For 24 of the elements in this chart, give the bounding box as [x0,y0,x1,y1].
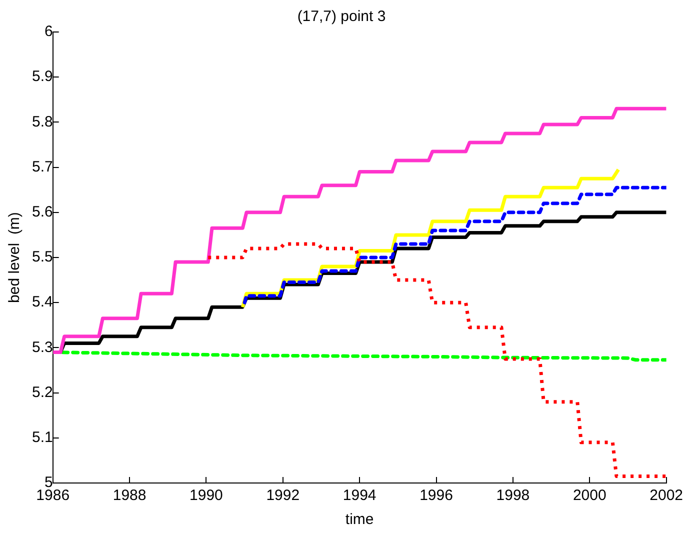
y-tick-label: 6 [44,23,53,40]
y-tick-label: 5.7 [32,158,53,176]
x-tick-label: 1990 [190,487,223,504]
x-axis-title: time [345,511,374,528]
y-axis-title: bed level (m) [6,212,24,303]
y-tick-label: 5.3 [32,338,53,356]
x-tick-label: 2002 [650,487,684,504]
y-tick-label: 5.4 [32,294,53,311]
x-tick-label: 1998 [496,487,530,504]
x-tick-label: 2000 [572,487,606,504]
chart-title: (17,7) point 3 [297,8,386,26]
x-tick-label: 1994 [342,487,376,504]
x-tick-label: 1992 [266,487,300,504]
y-tick-label: 5.9 [32,68,53,86]
x-tick-label: 1996 [420,487,453,504]
y-tick-label: 5.1 [32,429,53,446]
y-tick-label: 5.6 [32,204,53,221]
x-tick-label: 1988 [112,487,146,504]
y-tick-label: 5.2 [32,384,53,401]
x-tick-label: 1986 [36,487,70,504]
line-series [206,242,666,478]
line-series [242,186,666,304]
y-tick-label: 5.8 [32,113,53,130]
y-tick-label: 5.5 [32,248,53,266]
